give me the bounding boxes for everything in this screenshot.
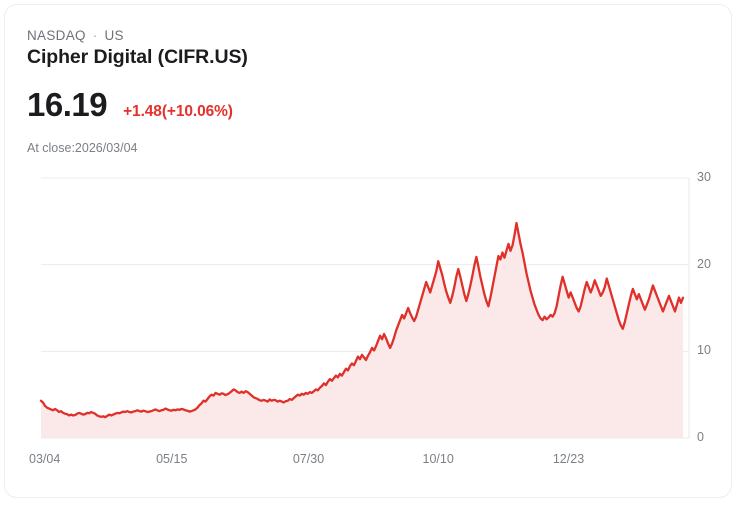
market-status-text: At close:2026/03/04 bbox=[27, 141, 138, 155]
x-tick-label: 05/15 bbox=[156, 452, 188, 466]
chart-area-fill bbox=[41, 223, 683, 438]
chart-line bbox=[39, 221, 685, 419]
y-tick-label: 30 bbox=[697, 170, 711, 184]
x-tick-label: 03/04 bbox=[29, 452, 61, 466]
y-tick-label: 0 bbox=[697, 430, 704, 444]
stock-quote-card: NASDAQ · US Cipher Digital (CIFR.US) 16.… bbox=[4, 4, 732, 498]
region-label: US bbox=[104, 28, 124, 43]
price-change: +1.48(+10.06%) bbox=[123, 103, 233, 120]
price-chart-svg bbox=[39, 177, 690, 439]
exchange-region-line: NASDAQ · US bbox=[27, 28, 124, 43]
page-title: Cipher Digital (CIFR.US) bbox=[27, 46, 248, 68]
y-tick-label: 20 bbox=[697, 256, 711, 271]
x-tick-label: 10/10 bbox=[422, 452, 454, 466]
x-tick-label: 12/23 bbox=[552, 452, 585, 466]
y-tick-label: 10 bbox=[697, 343, 711, 358]
current-price: 16.19 bbox=[27, 86, 108, 123]
x-tick-label: 07/30 bbox=[292, 452, 325, 466]
exchange-label: NASDAQ bbox=[27, 28, 86, 43]
price-row: 16.19 +1.48(+10.06%) bbox=[27, 86, 233, 124]
price-chart[interactable]: 0 10 20 30 03/04 05/15 07/30 10/10 12/23 bbox=[5, 5, 731, 497]
separator-dot-icon: · bbox=[92, 28, 98, 43]
chart-gridlines bbox=[41, 177, 690, 439]
